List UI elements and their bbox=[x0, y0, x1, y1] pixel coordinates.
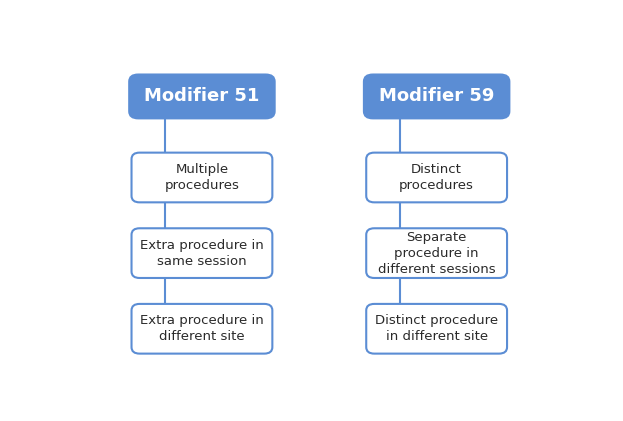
FancyBboxPatch shape bbox=[366, 228, 507, 278]
Text: Distinct
procedures: Distinct procedures bbox=[399, 163, 474, 192]
FancyBboxPatch shape bbox=[128, 74, 276, 120]
FancyBboxPatch shape bbox=[366, 153, 507, 203]
Text: Multiple
procedures: Multiple procedures bbox=[164, 163, 239, 192]
Text: Extra procedure in
same session: Extra procedure in same session bbox=[140, 239, 264, 268]
Text: Modifier 59: Modifier 59 bbox=[379, 88, 494, 105]
Text: Distinct procedure
in different site: Distinct procedure in different site bbox=[375, 314, 498, 343]
FancyBboxPatch shape bbox=[131, 304, 272, 354]
FancyBboxPatch shape bbox=[131, 153, 272, 203]
FancyBboxPatch shape bbox=[366, 304, 507, 354]
Text: Separate
procedure in
different sessions: Separate procedure in different sessions bbox=[378, 231, 495, 276]
Text: Extra procedure in
different site: Extra procedure in different site bbox=[140, 314, 264, 343]
FancyBboxPatch shape bbox=[131, 228, 272, 278]
Text: Modifier 51: Modifier 51 bbox=[145, 88, 260, 105]
FancyBboxPatch shape bbox=[363, 74, 510, 120]
